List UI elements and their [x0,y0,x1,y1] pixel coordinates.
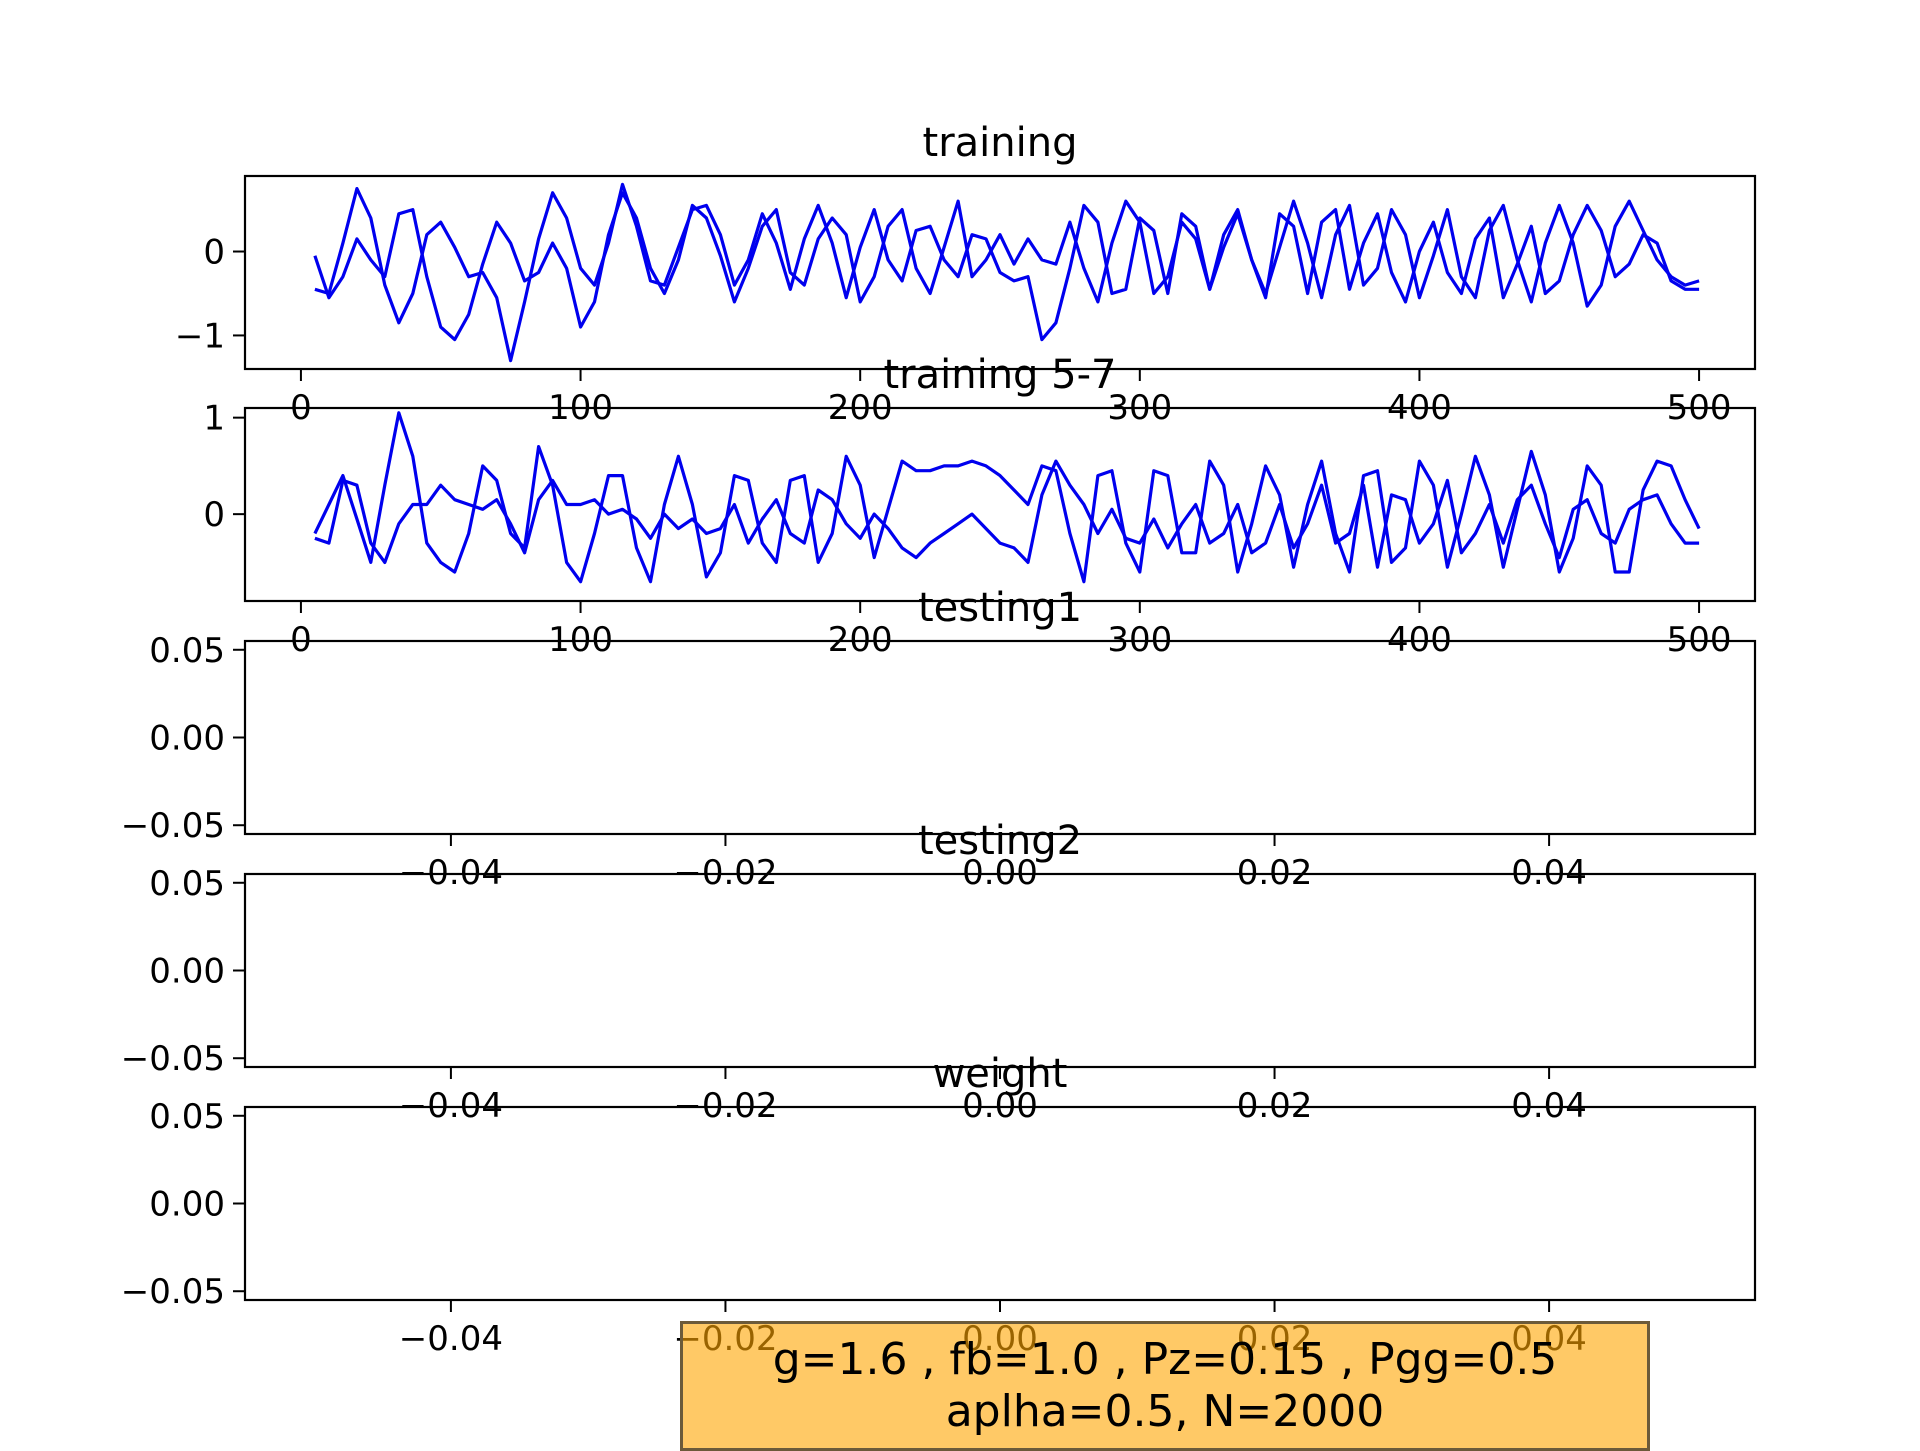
y-tick-label: 0.00 [149,719,225,759]
annotation-line-1: g=1.6 , fb=1.0 , Pz=0.15 , Pgg=0.5 [772,1334,1558,1385]
y-tick-label: 0.05 [149,631,225,671]
y-tick-label: −0.05 [121,806,225,846]
axes-frame [243,406,1757,603]
axes-frame [243,872,1757,1069]
parameter-annotation-box: g=1.6 , fb=1.0 , Pz=0.15 , Pgg=0.5 aplha… [680,1321,1650,1451]
x-tick-label: −0.04 [399,1319,503,1359]
annotation-line-2: aplha=0.5, N=2000 [945,1386,1385,1437]
y-tick-label: −0.05 [121,1039,225,1079]
y-tick-label: 0 [203,495,225,535]
y-tick-label: 0.05 [149,1097,225,1137]
y-tick-label: 0.00 [149,952,225,992]
y-tick-label: −0.05 [121,1272,225,1312]
y-tick-label: 0 [203,233,225,273]
series-line-1 [313,411,1701,584]
y-tick-label: 0.05 [149,864,225,904]
y-tick-label: 0.00 [149,1185,225,1225]
subplot-title: training 5-7 [883,352,1116,398]
subplot-title: training [923,120,1078,166]
series-line-2 [314,459,1700,569]
y-tick-label: 1 [203,399,225,439]
subplot-title: weight [933,1051,1068,1097]
series-line-1 [314,182,1700,363]
y-tick-label: −1 [175,316,225,356]
axes-frame [243,639,1757,836]
axes-frame [243,174,1757,371]
subplot-title: testing1 [918,585,1082,631]
axes-frame [243,1105,1757,1302]
series-line-2 [313,191,1700,342]
subplot-5: −0.04−0.020.000.020.040.050.00−0.05weigh… [121,1051,1757,1359]
subplot-title: testing2 [918,818,1082,864]
